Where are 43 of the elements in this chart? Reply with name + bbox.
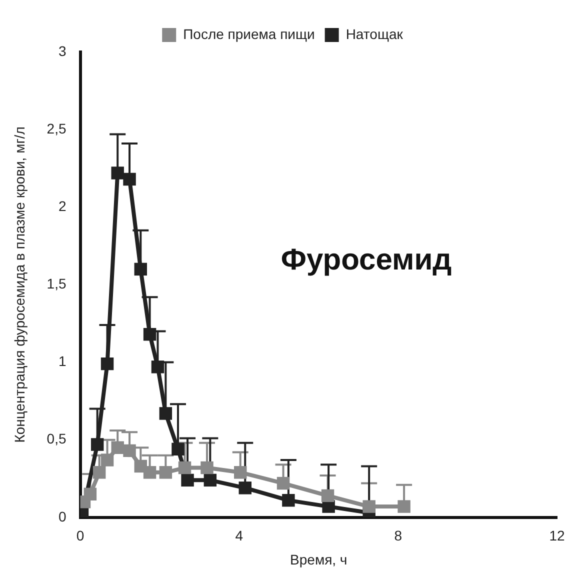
point [143, 466, 156, 479]
point [151, 360, 164, 374]
x-tick-label: 4 [235, 528, 244, 544]
y-tick-label: 2,5 [46, 120, 66, 136]
point [92, 466, 106, 479]
point [111, 166, 124, 180]
x-axis-title: Время, ч [290, 551, 348, 568]
y-tick-label: 3 [58, 42, 66, 59]
point [134, 262, 148, 276]
legend-label: После приема пищи [183, 26, 315, 42]
point [234, 466, 247, 479]
point [100, 357, 114, 370]
point [172, 442, 184, 456]
point [282, 494, 295, 507]
text: Фуросемид [280, 244, 452, 277]
point [84, 488, 97, 500]
point [362, 500, 376, 513]
point [159, 466, 172, 479]
legend-label: Натощак [346, 26, 404, 42]
x-tick-label: 8 [394, 528, 402, 544]
point [123, 172, 136, 186]
point [181, 474, 194, 487]
y-tick-label: 0,5 [46, 430, 66, 447]
point [398, 500, 410, 513]
point [111, 441, 124, 454]
point [200, 461, 214, 474]
point [90, 438, 104, 451]
point [123, 444, 136, 458]
point [178, 461, 192, 474]
point [204, 474, 217, 487]
x-tick-label: 0 [76, 528, 84, 544]
point [238, 482, 252, 494]
x-tick-label: 12 [549, 528, 565, 544]
y-tick-label: 2 [58, 198, 66, 214]
y-tick-label: 1 [58, 353, 66, 370]
y-axis-title: Концентрация фуросемида в плазме крови, мг/л [11, 126, 28, 443]
point [276, 476, 290, 490]
point [321, 489, 334, 502]
point [100, 454, 114, 466]
point [159, 407, 172, 420]
y-tick-label: 0 [58, 508, 66, 524]
point [143, 328, 156, 341]
y-tick-label: 1,5 [46, 276, 66, 292]
